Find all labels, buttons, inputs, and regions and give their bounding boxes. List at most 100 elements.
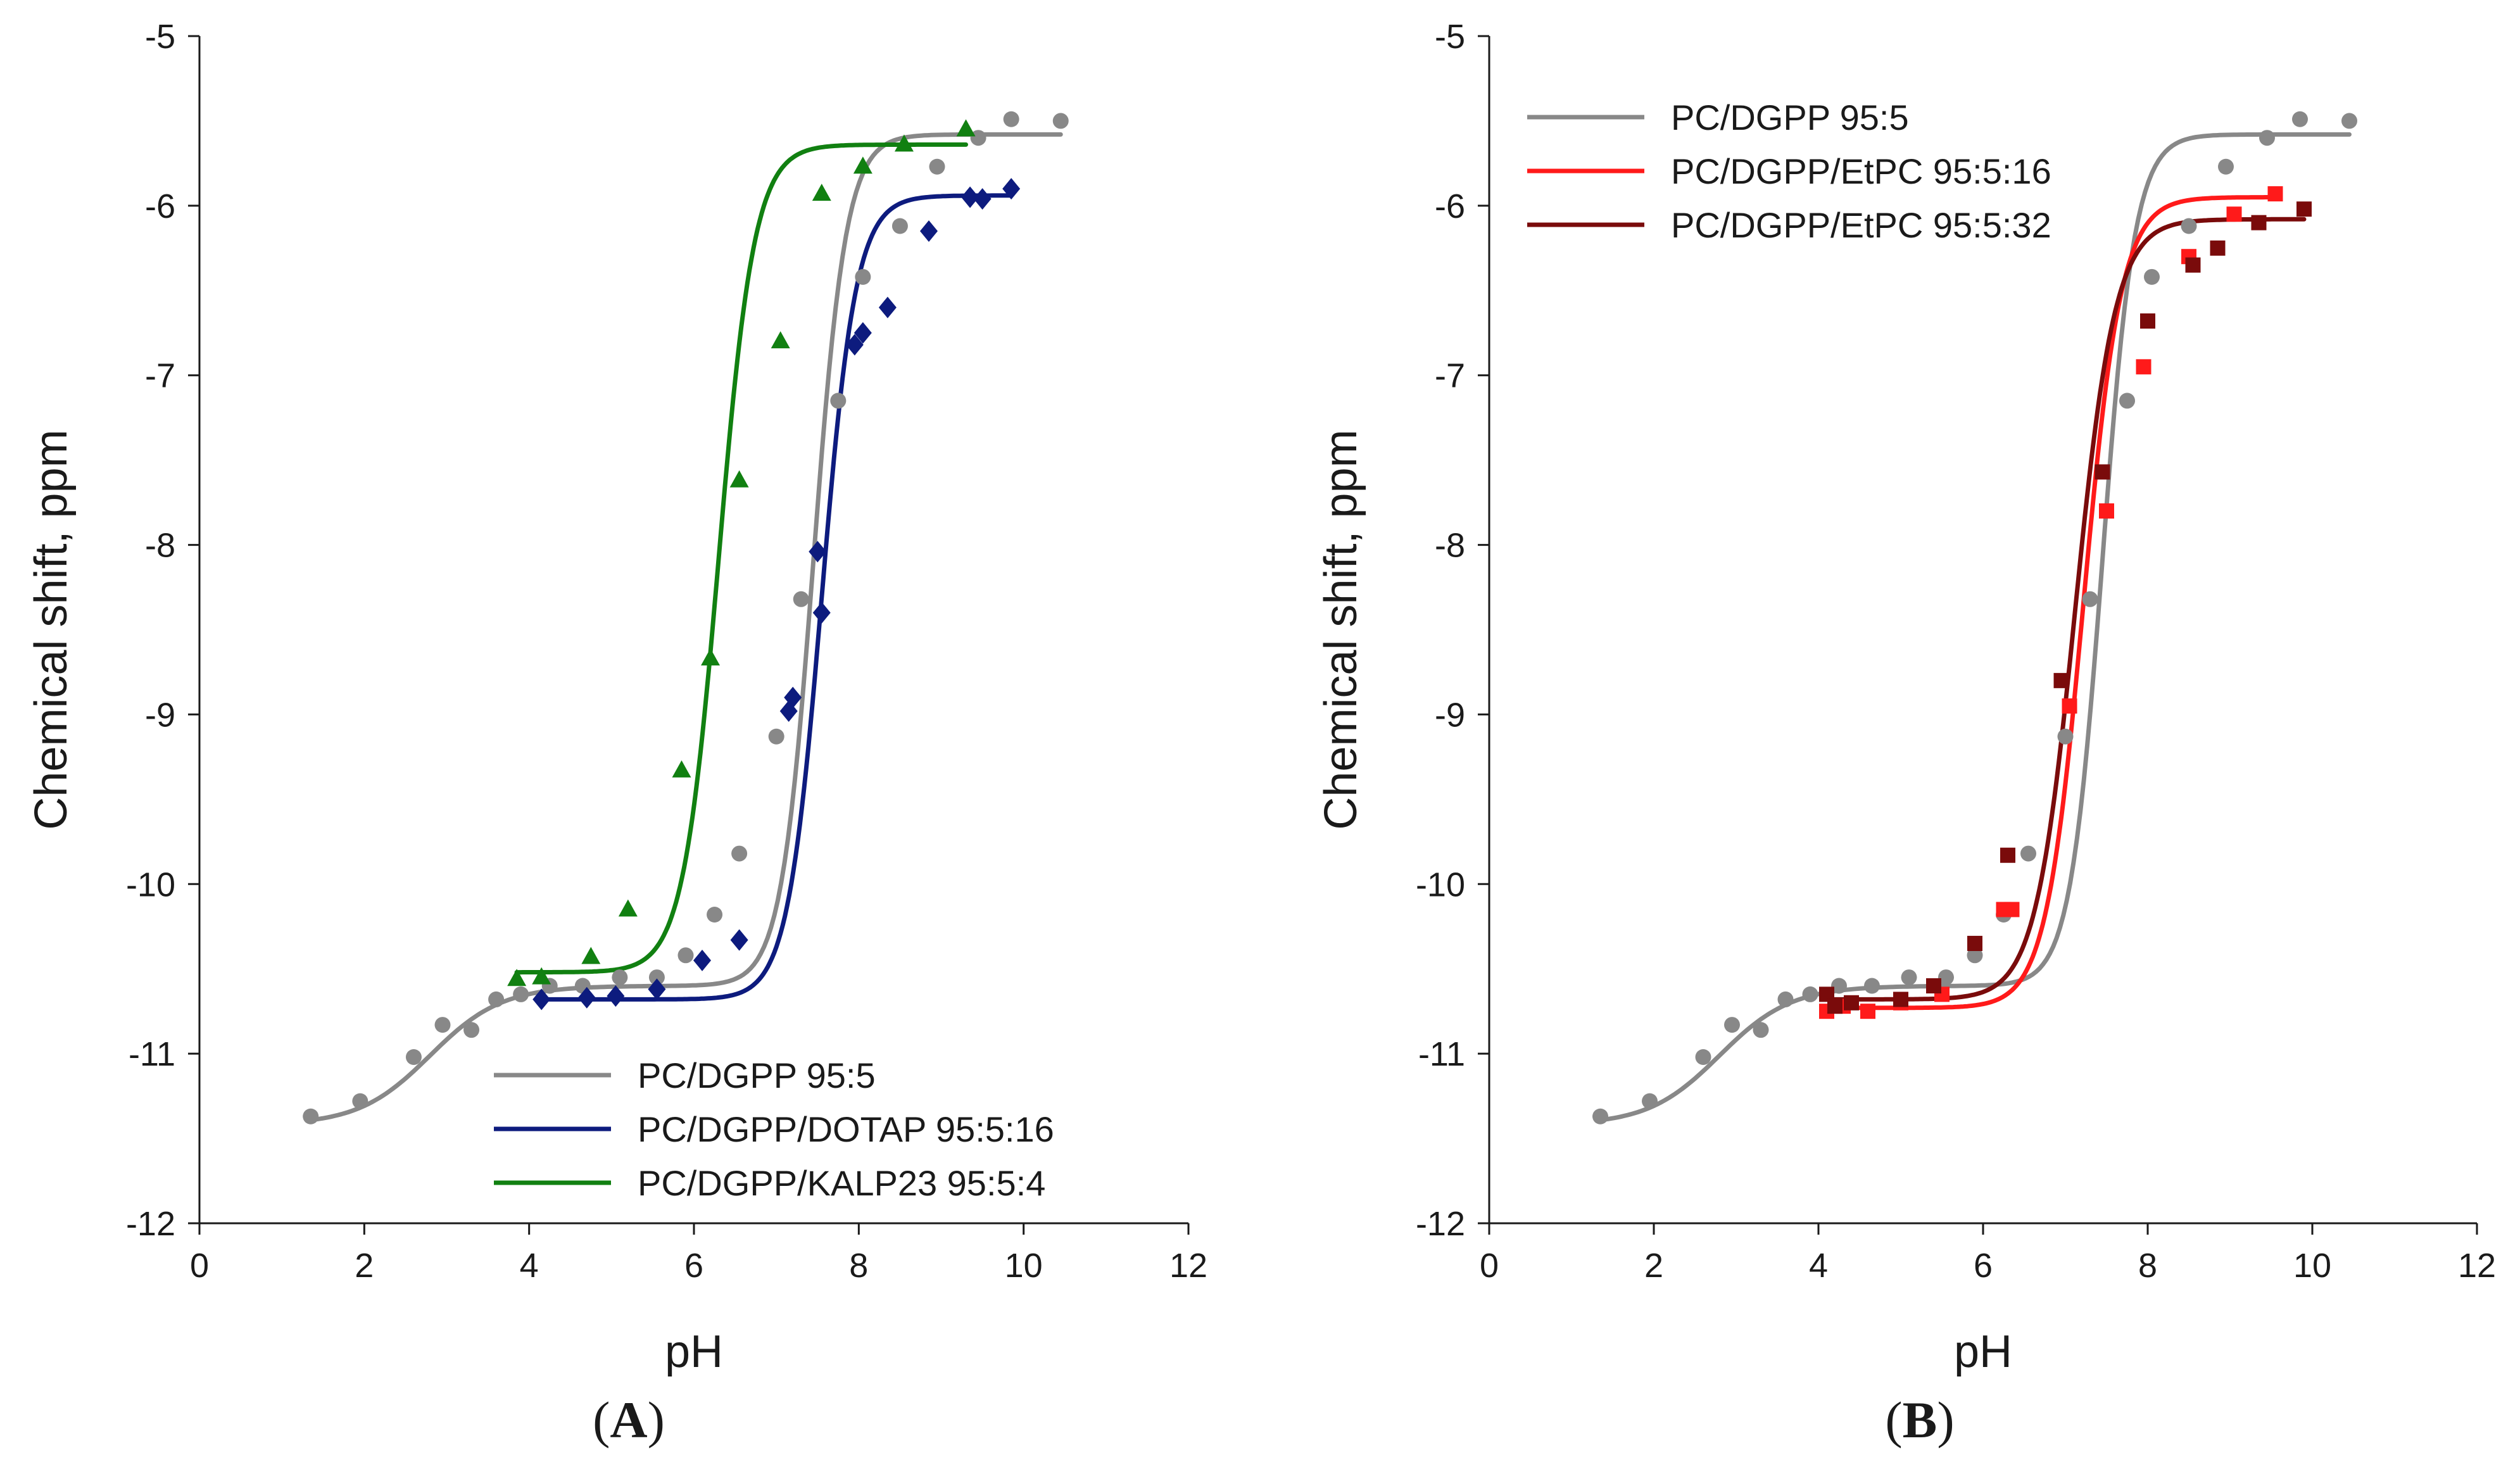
data-point-pc-dgpp-dotap-95-5-16 xyxy=(693,949,712,971)
y-tick-label: -9 xyxy=(145,696,175,734)
data-point-pc-dgpp-dotap-95-5-16 xyxy=(532,988,551,1011)
data-point-pc-dgpp-etpc-95-5-32 xyxy=(1893,992,1908,1007)
data-point-pc-dgpp-95-5 xyxy=(1777,991,1794,1007)
data-point-pc-dgpp-kalp23-95-5-4 xyxy=(771,331,790,349)
data-point-pc-dgpp-95-5 xyxy=(2292,111,2308,127)
data-point-pc-dgpp-95-5 xyxy=(1724,1017,1740,1033)
data-point-pc-dgpp-95-5 xyxy=(707,907,723,923)
x-tick-label: 8 xyxy=(849,1247,868,1285)
y-tick-label: -5 xyxy=(145,18,175,56)
data-point-pc-dgpp-dotap-95-5-16 xyxy=(854,322,872,344)
x-tick-label: 2 xyxy=(355,1247,374,1285)
data-point-pc-dgpp-95-5 xyxy=(2082,591,2098,607)
data-point-pc-dgpp-etpc-95-5-32 xyxy=(2140,313,2155,329)
panel-label-close: ) xyxy=(648,1391,665,1449)
x-tick-label: 8 xyxy=(2138,1247,2157,1285)
data-point-pc-dgpp-etpc-95-5-32 xyxy=(2185,257,2201,273)
data-point-pc-dgpp-95-5 xyxy=(488,991,505,1007)
y-tick-label: -8 xyxy=(145,527,175,565)
data-point-pc-dgpp-95-5 xyxy=(677,947,694,964)
data-point-pc-dgpp-95-5 xyxy=(929,158,945,175)
data-point-pc-dgpp-95-5 xyxy=(2119,393,2135,409)
data-point-pc-dgpp-kalp23-95-5-4 xyxy=(507,969,527,986)
x-tick-label: 10 xyxy=(1005,1247,1043,1285)
legend-label: PC/DGPP/EtPC 95:5:16 xyxy=(1671,151,2051,191)
legend-label: PC/DGPP 95:5 xyxy=(638,1055,876,1095)
panel-label-open: ( xyxy=(593,1391,610,1449)
fit-curve-pc-dgpp-etpc-95-5-16 xyxy=(1824,195,2277,1011)
fit-curve-pc-dgpp-kalp23-95-5-4 xyxy=(514,142,968,975)
data-point-pc-dgpp-etpc-95-5-16 xyxy=(1860,1004,1875,1019)
data-point-pc-dgpp-95-5 xyxy=(1938,969,1954,986)
data-point-pc-dgpp-95-5 xyxy=(1003,111,1019,127)
y-tick-label: -11 xyxy=(1418,1035,1465,1073)
data-point-pc-dgpp-95-5 xyxy=(463,1022,480,1038)
data-point-pc-dgpp-etpc-95-5-16 xyxy=(2062,698,2077,714)
y-axis-title: Chemical shift, ppm xyxy=(26,429,77,829)
y-tick-label: -11 xyxy=(129,1035,175,1073)
data-point-pc-dgpp-95-5 xyxy=(855,268,871,285)
y-tick-label: -9 xyxy=(1435,696,1465,734)
y-axis-title: Chemical shift, ppm xyxy=(1316,429,1366,829)
data-point-pc-dgpp-kalp23-95-5-4 xyxy=(853,156,873,174)
x-tick-label: 6 xyxy=(684,1247,703,1285)
panel-label-open: ( xyxy=(1885,1391,1902,1449)
data-point-pc-dgpp-95-5 xyxy=(1592,1108,1608,1124)
data-point-pc-dgpp-95-5 xyxy=(2259,130,2275,146)
data-point-pc-dgpp-95-5 xyxy=(648,969,665,986)
data-point-pc-dgpp-95-5 xyxy=(970,130,986,146)
data-point-pc-dgpp-95-5 xyxy=(2020,845,2036,862)
legend-label: PC/DGPP/EtPC 95:5:32 xyxy=(1671,205,2051,245)
panel-label-letter: A xyxy=(610,1391,647,1449)
data-point-pc-dgpp-95-5 xyxy=(303,1108,319,1124)
data-point-pc-dgpp-etpc-95-5-32 xyxy=(2053,672,2069,688)
data-point-pc-dgpp-etpc-95-5-16 xyxy=(2267,186,2283,202)
data-point-pc-dgpp-95-5 xyxy=(1831,978,1847,994)
x-tick-label: 10 xyxy=(2293,1247,2331,1285)
data-point-pc-dgpp-95-5 xyxy=(513,986,529,1002)
data-point-pc-dgpp-etpc-95-5-32 xyxy=(1844,995,1859,1011)
data-point-pc-dgpp-95-5 xyxy=(2057,728,2074,745)
legend-label: PC/DGPP 95:5 xyxy=(1671,98,1909,137)
data-point-pc-dgpp-95-5 xyxy=(1052,113,1069,129)
data-point-pc-dgpp-95-5 xyxy=(1864,978,1880,994)
data-point-pc-dgpp-95-5 xyxy=(731,845,748,862)
data-point-pc-dgpp-etpc-95-5-16 xyxy=(2226,206,2242,222)
y-tick-label: -12 xyxy=(1416,1205,1465,1243)
data-point-pc-dgpp-95-5 xyxy=(768,728,784,745)
data-point-pc-dgpp-etpc-95-5-32 xyxy=(2296,201,2312,217)
data-point-pc-dgpp-95-5 xyxy=(1642,1093,1658,1109)
data-point-pc-dgpp-etpc-95-5-32 xyxy=(2210,240,2226,256)
fit-curve-pc-dgpp-95-5 xyxy=(1598,132,2352,1123)
y-tick-label: -7 xyxy=(1435,357,1465,395)
data-point-pc-dgpp-kalp23-95-5-4 xyxy=(672,760,691,778)
data-point-pc-dgpp-dotap-95-5-16 xyxy=(845,334,864,356)
data-point-pc-dgpp-dotap-95-5-16 xyxy=(878,296,897,318)
data-point-pc-dgpp-95-5 xyxy=(405,1049,422,1065)
data-point-pc-dgpp-etpc-95-5-16 xyxy=(2004,902,2020,917)
data-point-pc-dgpp-95-5 xyxy=(2181,218,2197,234)
data-point-pc-dgpp-kalp23-95-5-4 xyxy=(894,134,914,152)
data-point-pc-dgpp-95-5 xyxy=(2218,158,2234,175)
data-point-pc-dgpp-etpc-95-5-32 xyxy=(1926,978,1941,993)
data-point-pc-dgpp-95-5 xyxy=(830,393,847,409)
data-point-pc-dgpp-95-5 xyxy=(1802,986,1818,1002)
data-point-pc-dgpp-95-5 xyxy=(1753,1022,1769,1038)
data-point-pc-dgpp-etpc-95-5-16 xyxy=(2136,359,2151,375)
data-point-pc-dgpp-etpc-95-5-32 xyxy=(2095,464,2110,480)
data-point-pc-dgpp-kalp23-95-5-4 xyxy=(581,947,601,964)
x-tick-label: 12 xyxy=(1169,1247,1207,1285)
x-tick-label: 6 xyxy=(1974,1247,1993,1285)
x-tick-label: 0 xyxy=(190,1247,209,1285)
data-point-pc-dgpp-kalp23-95-5-4 xyxy=(532,967,551,985)
x-axis-title: pH xyxy=(665,1326,723,1377)
data-point-pc-dgpp-dotap-95-5-16 xyxy=(730,929,748,951)
y-tick-label: -10 xyxy=(126,866,175,904)
data-point-pc-dgpp-kalp23-95-5-4 xyxy=(701,648,721,666)
data-point-pc-dgpp-kalp23-95-5-4 xyxy=(812,184,831,201)
data-point-pc-dgpp-95-5 xyxy=(352,1093,369,1109)
x-tick-label: 4 xyxy=(1809,1247,1828,1285)
x-tick-label: 2 xyxy=(1644,1247,1663,1285)
data-point-pc-dgpp-dotap-95-5-16 xyxy=(648,978,666,1000)
fit-curve-pc-dgpp-dotap-95-5-16 xyxy=(539,193,1014,1002)
